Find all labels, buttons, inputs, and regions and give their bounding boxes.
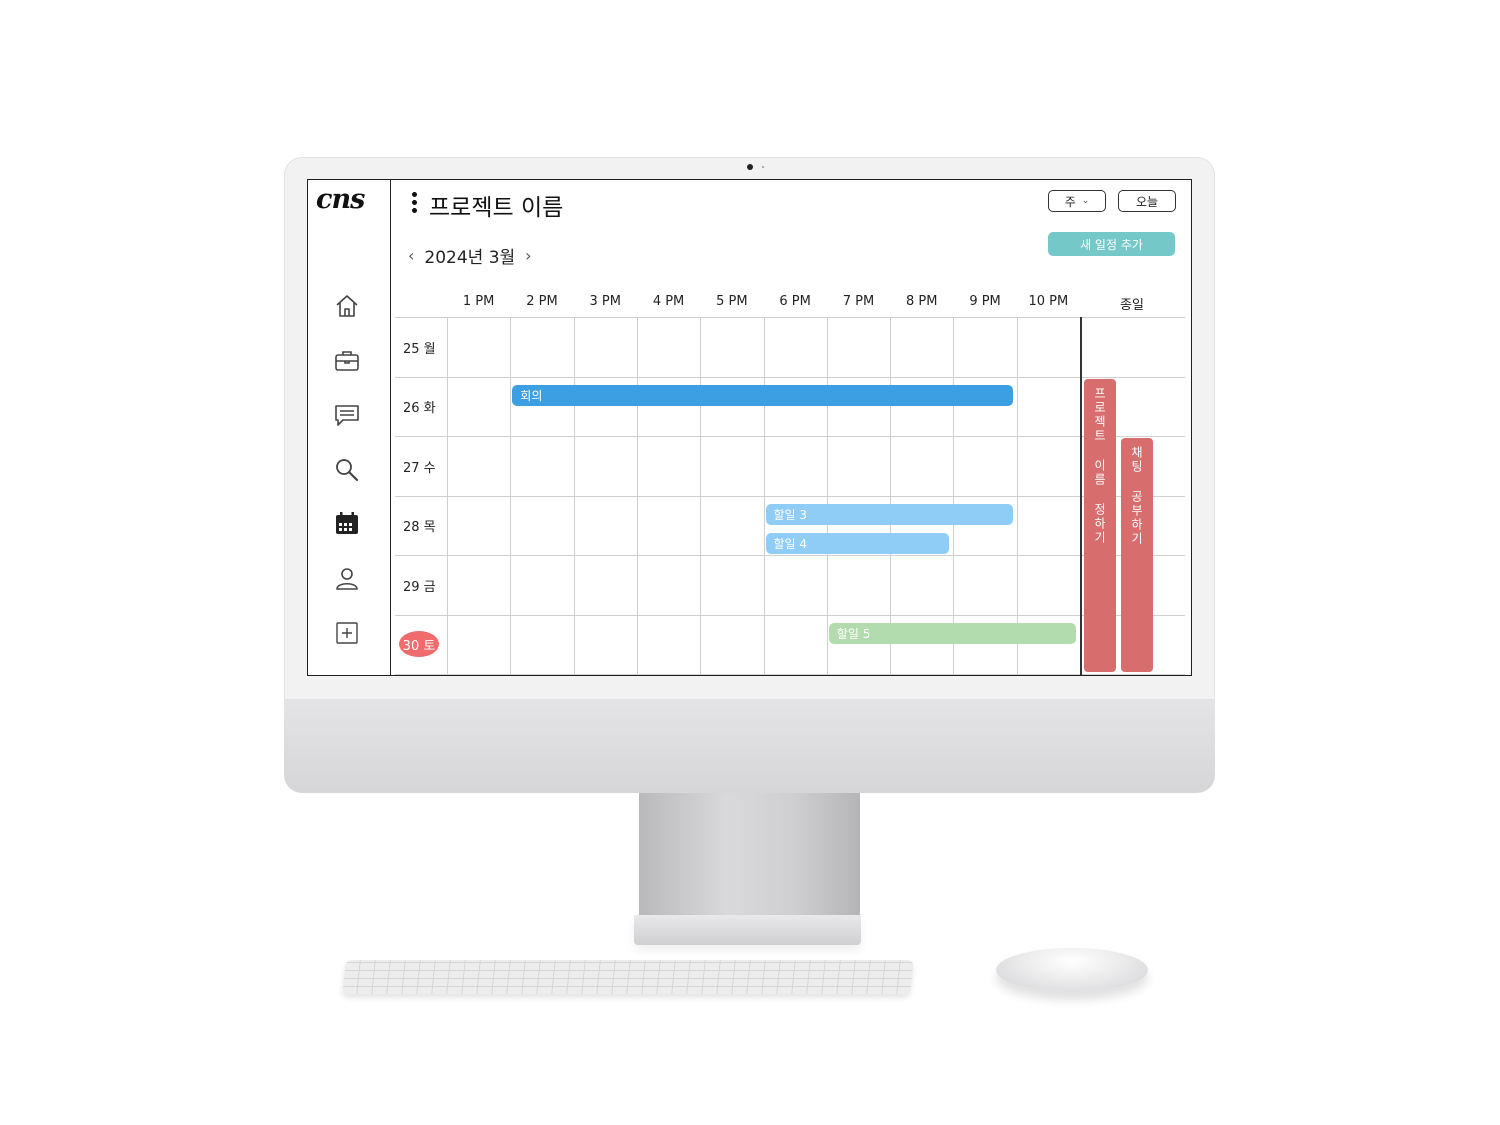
home-icon[interactable] xyxy=(332,291,362,321)
hour-label: 6 PM xyxy=(779,294,811,309)
grid-col-line xyxy=(890,317,892,675)
monitor-stand-base xyxy=(634,915,861,945)
search-icon[interactable] xyxy=(332,455,362,485)
grid-col-line xyxy=(763,317,765,675)
grid-row-line xyxy=(395,614,1185,616)
month-label: 2024년 3월 xyxy=(424,248,516,268)
grid-row-line xyxy=(395,495,1185,497)
grid-col-line xyxy=(700,317,702,675)
hour-label: 7 PM xyxy=(842,294,875,309)
monitor-chin xyxy=(284,700,1215,793)
plus-square-icon[interactable] xyxy=(332,618,362,648)
grid-col-line xyxy=(1016,317,1018,675)
next-month-button[interactable]: › xyxy=(525,246,532,265)
day-label[interactable]: 28 목 xyxy=(403,520,436,536)
hour-label: 1 PM xyxy=(462,294,495,309)
grid-row-line xyxy=(395,555,1185,556)
event-bar[interactable]: 할일 5 xyxy=(828,622,1076,644)
hour-label: 9 PM xyxy=(969,294,1001,309)
keyboard xyxy=(342,960,914,994)
event-bar[interactable]: 할일 3 xyxy=(765,503,1013,525)
view-select[interactable]: 주 ⌄ xyxy=(1048,190,1106,212)
calendar-icon[interactable] xyxy=(332,509,362,539)
day-label[interactable]: 29 금 xyxy=(403,579,436,595)
hour-label: 3 PM xyxy=(589,294,621,309)
hour-label: 2 PM xyxy=(526,294,558,309)
allday-header: 종일 xyxy=(1120,298,1144,313)
grid-row-line xyxy=(395,376,1185,378)
camera-sensor xyxy=(762,166,764,168)
hour-label: 5 PM xyxy=(716,294,748,309)
view-select-value: 주 xyxy=(1064,194,1076,209)
hour-label: 10 PM xyxy=(1028,294,1069,309)
allday-event-bar[interactable]: 프로젝트 이름 정하기 xyxy=(1084,378,1116,672)
project-title: 프로젝트 이름 xyxy=(429,195,564,221)
camera-icon xyxy=(747,164,753,170)
month-navigation: ‹ 2024년 3월 › xyxy=(408,243,532,268)
grid-col-line xyxy=(953,317,955,675)
allday-event-bar[interactable]: 채팅 공부하기 xyxy=(1121,438,1153,672)
mouse xyxy=(996,948,1148,992)
prev-month-button[interactable]: ‹ xyxy=(408,246,415,265)
grid-row-line xyxy=(395,317,1185,318)
monitor-stand xyxy=(639,793,860,915)
event-bar[interactable]: 회의 xyxy=(512,384,1013,406)
chat-icon[interactable] xyxy=(332,400,362,430)
sidebar: cns xyxy=(308,180,391,675)
briefcase-icon[interactable] xyxy=(332,346,362,376)
day-label[interactable]: 26 화 xyxy=(403,401,436,417)
app-logo[interactable]: cns xyxy=(316,184,365,215)
week-grid: 1 PM 2 PM 3 PM 4 PM 5 PM 6 PM 7 PM 8 PM 9 PM 10 P… xyxy=(395,286,1185,675)
grid-row-line xyxy=(395,436,1185,437)
allday-event-title: 채팅 공부하기 xyxy=(1129,446,1144,546)
day-label[interactable]: 27 수 xyxy=(403,460,436,476)
grid-row-line xyxy=(395,674,1185,675)
today-day-label[interactable]: 30 토 xyxy=(399,631,439,658)
grid-col-line xyxy=(826,317,828,675)
add-event-button[interactable]: 새 일정 추가 xyxy=(1048,232,1175,256)
user-icon[interactable] xyxy=(332,564,362,594)
today-button[interactable]: 오늘 xyxy=(1118,190,1176,212)
hour-label: 8 PM xyxy=(906,294,938,309)
grid-col-line xyxy=(573,317,575,675)
more-menu-icon[interactable] xyxy=(411,192,419,218)
allday-event-title: 프로젝트 이름 정하기 xyxy=(1092,386,1107,545)
grid-col-line xyxy=(447,317,448,675)
grid-col-line xyxy=(510,317,512,675)
grid-col-line xyxy=(1080,317,1082,675)
day-label[interactable]: 25 월 xyxy=(403,341,436,357)
chevron-down-icon: ⌄ xyxy=(1081,196,1090,206)
app-screen: cns 프로젝트 이름 ‹ 2024년 3월 › 주 ⌄ 오늘 새 xyxy=(307,179,1192,676)
hour-label: 4 PM xyxy=(652,294,685,309)
event-bar[interactable]: 할일 4 xyxy=(765,532,950,554)
grid-col-line xyxy=(636,317,638,675)
